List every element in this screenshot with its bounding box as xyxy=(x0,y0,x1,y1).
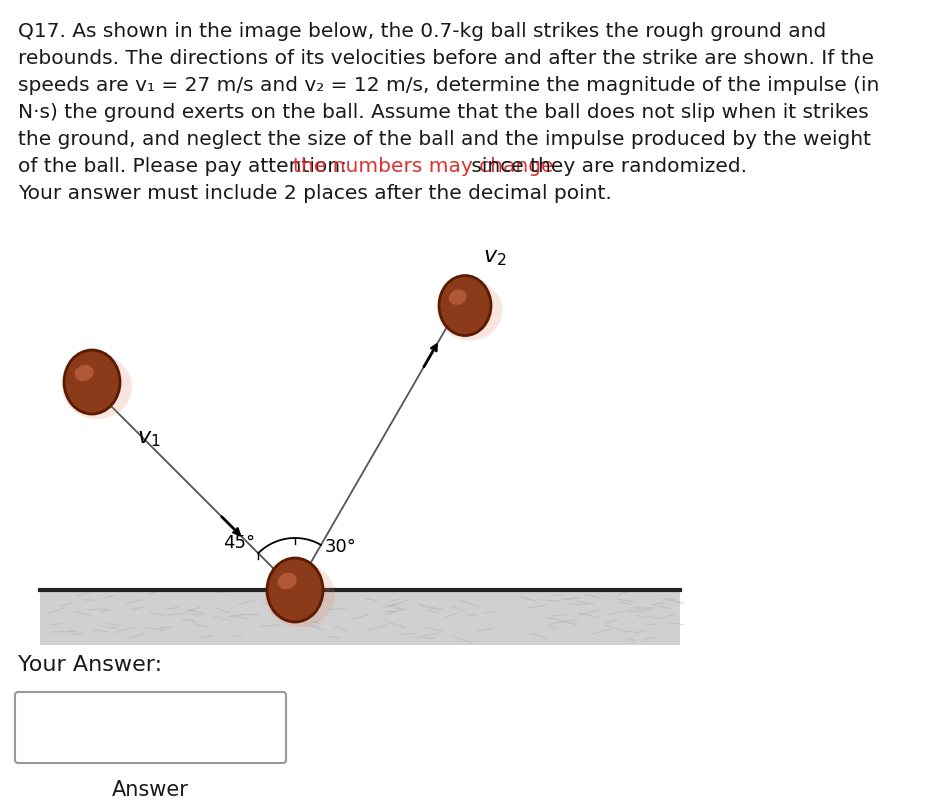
Text: Q17. As shown in the image below, the 0.7-kg ball strikes the rough ground and: Q17. As shown in the image below, the 0.… xyxy=(18,22,826,41)
Bar xyxy=(40,590,680,645)
Ellipse shape xyxy=(265,563,335,627)
Text: 30°: 30° xyxy=(325,538,357,556)
Text: Your Answer:: Your Answer: xyxy=(18,655,162,675)
Text: speeds are v₁ = 27 m/s and v₂ = 12 m/s, determine the magnitude of the impulse (: speeds are v₁ = 27 m/s and v₂ = 12 m/s, … xyxy=(18,76,880,95)
Text: since they are randomized.: since they are randomized. xyxy=(465,157,747,176)
Text: the ground, and neglect the size of the ball and the impulse produced by the wei: the ground, and neglect the size of the … xyxy=(18,130,871,149)
Ellipse shape xyxy=(448,289,466,305)
Ellipse shape xyxy=(74,364,94,382)
Text: $v_1$: $v_1$ xyxy=(137,427,161,449)
Text: of the ball. Please pay attention:: of the ball. Please pay attention: xyxy=(18,157,353,176)
Text: the numbers may change: the numbers may change xyxy=(292,157,554,176)
Text: $v_2$: $v_2$ xyxy=(483,245,507,267)
Ellipse shape xyxy=(439,275,491,335)
Text: Your answer must include 2 places after the decimal point.: Your answer must include 2 places after … xyxy=(18,184,612,203)
Ellipse shape xyxy=(267,558,323,622)
Ellipse shape xyxy=(437,280,503,340)
FancyBboxPatch shape xyxy=(15,692,286,763)
Ellipse shape xyxy=(64,350,120,414)
Text: Answer: Answer xyxy=(112,780,189,800)
Ellipse shape xyxy=(277,573,297,589)
Ellipse shape xyxy=(62,355,132,419)
Text: 45°: 45° xyxy=(223,534,255,552)
Text: N·s) the ground exerts on the ball. Assume that the ball does not slip when it s: N·s) the ground exerts on the ball. Assu… xyxy=(18,103,869,122)
Text: rebounds. The directions of its velocities before and after the strike are shown: rebounds. The directions of its velociti… xyxy=(18,49,874,68)
